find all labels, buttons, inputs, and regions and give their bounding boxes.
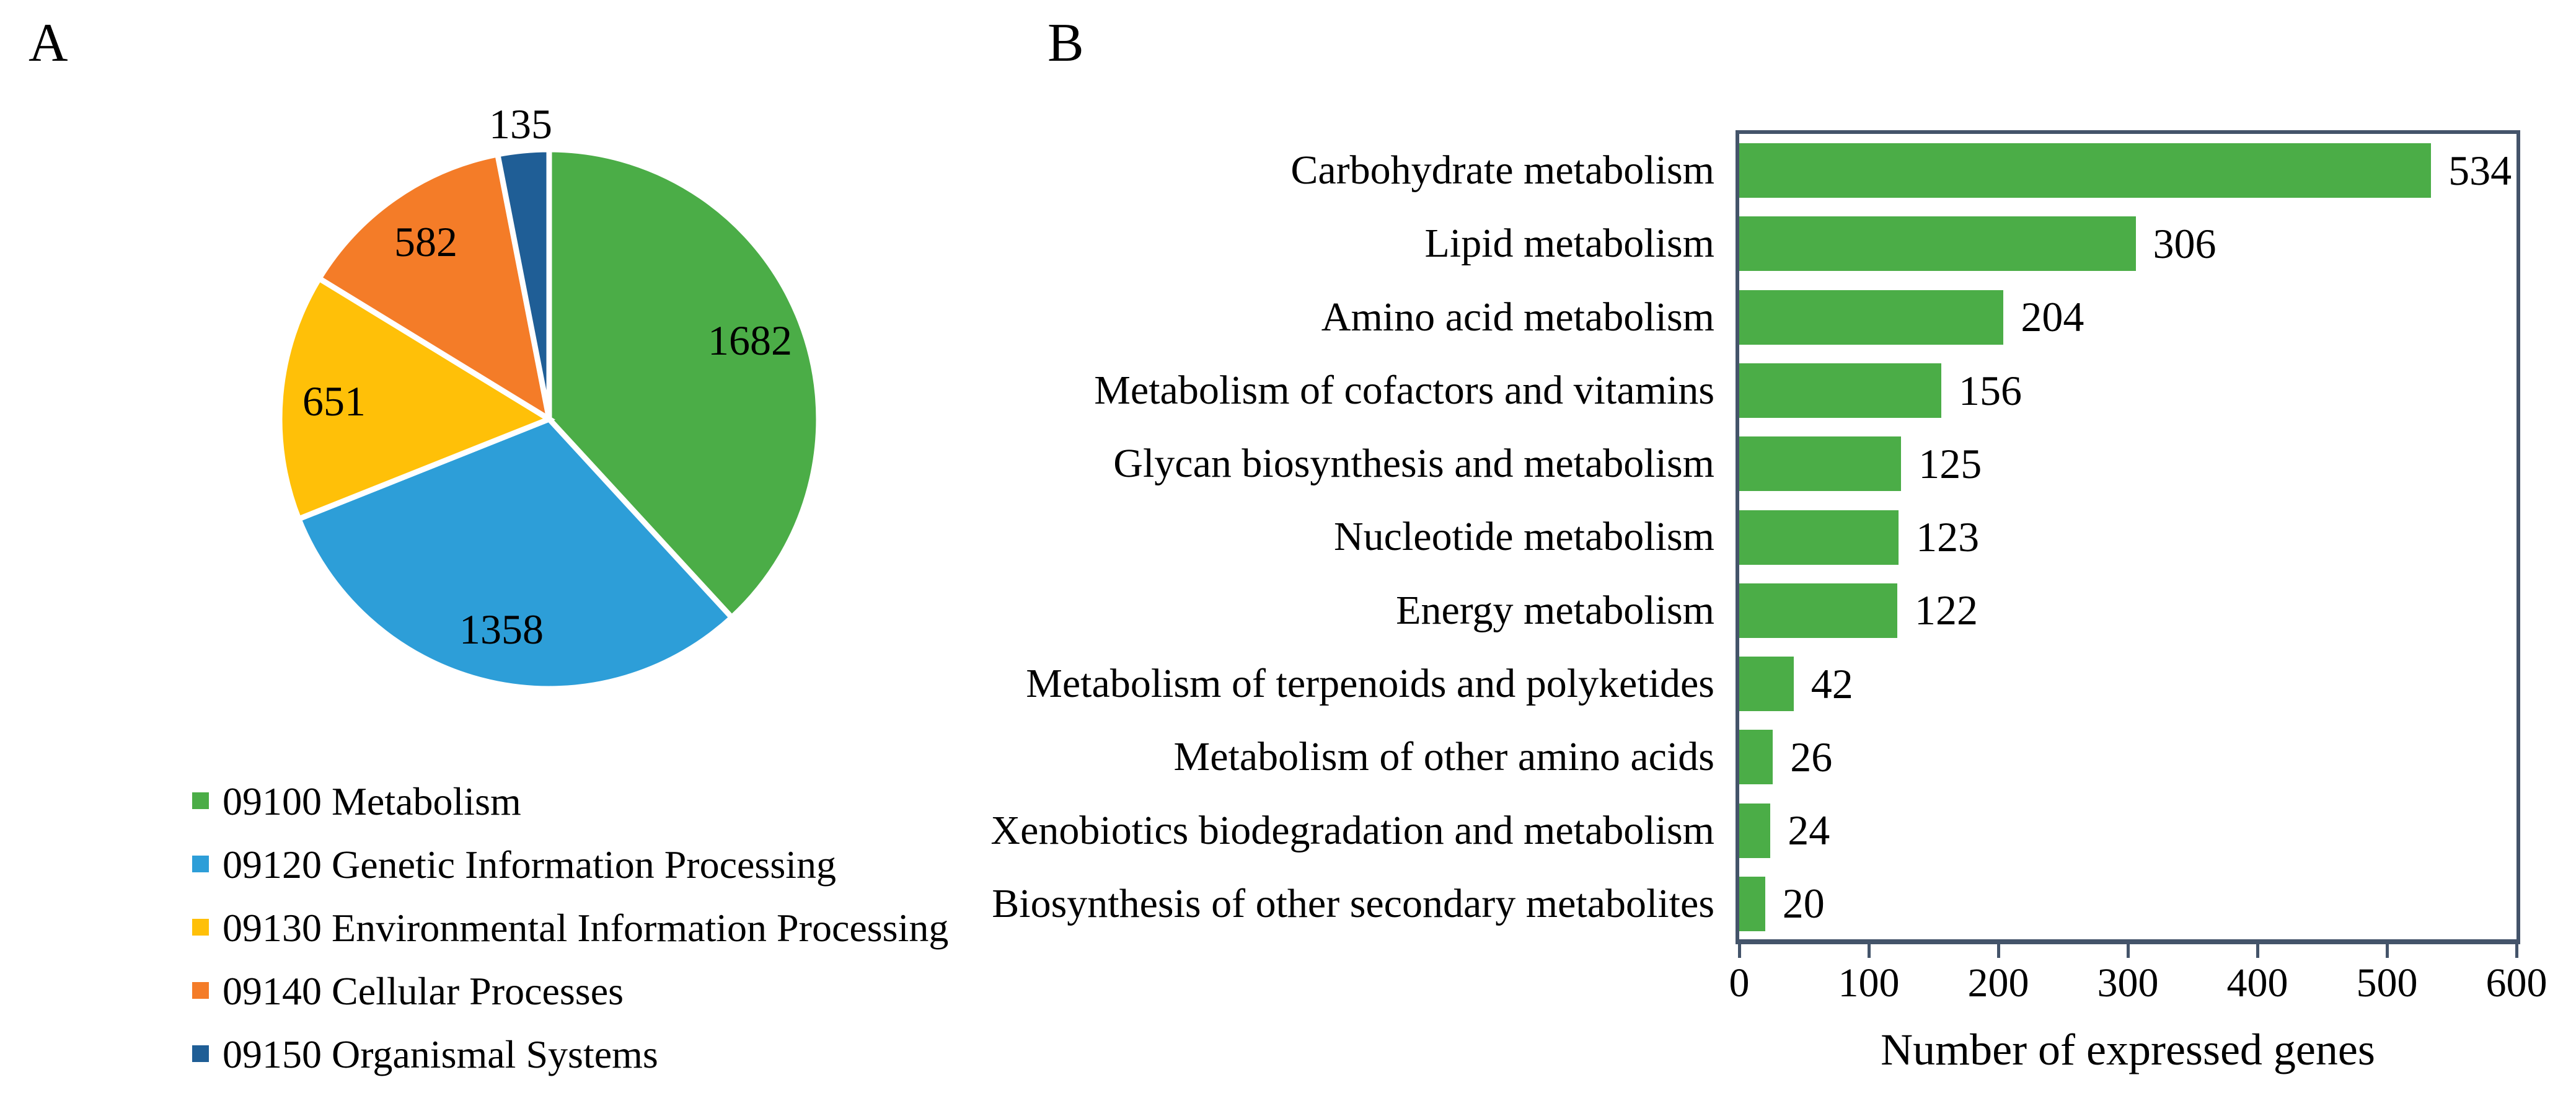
bar-value-label: 125 — [1918, 440, 1982, 487]
category-label: Metabolism of terpenoids and polyketides — [1026, 660, 1714, 706]
category-label: Metabolism of other amino acids — [1173, 734, 1714, 780]
legend-label: 09140 Cellular Processes — [223, 969, 624, 1013]
legend-item: 09100 Metabolism — [192, 769, 948, 832]
bar-value-label: 26 — [1790, 733, 1833, 781]
pie-value-label: 582 — [394, 218, 457, 265]
legend-label: 09150 Organismal Systems — [223, 1032, 658, 1076]
x-axis-line — [1736, 939, 2520, 944]
x-tick — [2385, 944, 2389, 958]
category-label: Glycan biosynthesis and metabolism — [1113, 441, 1714, 487]
x-tick — [2126, 944, 2130, 958]
bar — [1739, 876, 1765, 931]
panel-a-letter: A — [29, 13, 68, 73]
panel-b-letter: B — [1048, 13, 1084, 73]
x-tick-label: 400 — [2226, 960, 2288, 1006]
x-axis-title: Number of expressed genes — [1881, 1025, 2375, 1074]
legend-swatch — [192, 918, 209, 936]
bar — [1739, 363, 1941, 418]
category-label: Carbohydrate metabolism — [1290, 148, 1714, 193]
bar — [1739, 657, 1794, 711]
legend-label: 09130 Environmental Information Processi… — [223, 906, 949, 950]
x-tick — [1996, 944, 2000, 958]
bar-value-label: 42 — [1811, 660, 1853, 707]
category-labels: Carbohydrate metabolism Lipid metabolism A… — [990, 134, 1714, 941]
x-tick — [1867, 944, 1871, 958]
legend-item: 09130 Environmental Information Processi… — [192, 895, 948, 959]
bar — [1739, 583, 1897, 638]
pie-value-label: 1358 — [459, 606, 544, 653]
x-tick-label: 0 — [1729, 960, 1750, 1006]
pie-value-label: 1682 — [708, 317, 792, 364]
legend-item: 09120 Genetic Information Processing — [192, 832, 948, 895]
category-label: Energy metabolism — [1396, 587, 1714, 633]
bar — [1739, 730, 1773, 785]
legend-swatch — [192, 1045, 209, 1062]
bar-value-label: 122 — [1915, 587, 1978, 634]
bar — [1739, 290, 2004, 345]
category-label: Lipid metabolism — [1424, 221, 1714, 267]
bar — [1739, 143, 2432, 198]
pie-slice — [276, 274, 556, 523]
x-tick — [1737, 944, 1741, 958]
x-tick — [2256, 944, 2259, 958]
bar-value-label: 24 — [1788, 807, 1830, 854]
legend-label: 09120 Genetic Information Processing — [223, 843, 836, 887]
x-tick — [2515, 944, 2518, 958]
pie-slice — [546, 146, 822, 622]
legend-swatch — [192, 981, 209, 999]
x-tick-label: 200 — [1967, 960, 2029, 1006]
pie-chart: 1682 1358 651 582 135 — [276, 100, 822, 692]
category-label: Amino acid metabolism — [1321, 294, 1714, 340]
pie-value-label: 135 — [489, 100, 552, 148]
legend-item: 09140 Cellular Processes — [192, 959, 948, 1022]
legend-swatch — [192, 855, 209, 872]
bar — [1739, 216, 2136, 272]
category-label: Xenobiotics biodegradation and metabolis… — [990, 807, 1714, 853]
bar-value-label: 20 — [1782, 880, 1825, 928]
legend-label: 09100 Metabolism — [223, 779, 521, 823]
bar-value-label: 123 — [1916, 513, 1980, 560]
x-tick-label: 600 — [2486, 960, 2547, 1006]
pie-slice — [295, 415, 736, 692]
pie-slice — [315, 151, 554, 425]
x-tick-label: 100 — [1838, 960, 1900, 1006]
legend-swatch — [192, 792, 209, 809]
pie-legend: 09100 Metabolism 09120 Genetic Informatio… — [192, 769, 948, 1085]
category-label: Metabolism of cofactors and vitamins — [1094, 367, 1714, 413]
bar — [1739, 510, 1899, 565]
category-label: Nucleotide metabolism — [1333, 514, 1714, 560]
pie-slice — [494, 146, 552, 420]
bar-value-label: 156 — [1959, 366, 2022, 414]
bar — [1739, 803, 1771, 858]
bars-layer: 534 306 204 156 125 123 122 42 26 24 20 — [1739, 134, 2516, 941]
legend-item: 09150 Organismal Systems — [192, 1022, 948, 1085]
bar-value-label: 204 — [2021, 293, 2084, 341]
x-tick-label: 300 — [2097, 960, 2159, 1006]
bar-value-label: 306 — [2153, 219, 2217, 267]
pie-value-label: 651 — [302, 378, 366, 425]
category-label: Biosynthesis of other secondary metaboli… — [992, 880, 1714, 926]
x-tick-label: 500 — [2356, 960, 2418, 1006]
bar-value-label: 534 — [2448, 146, 2512, 194]
bar — [1739, 436, 1902, 492]
